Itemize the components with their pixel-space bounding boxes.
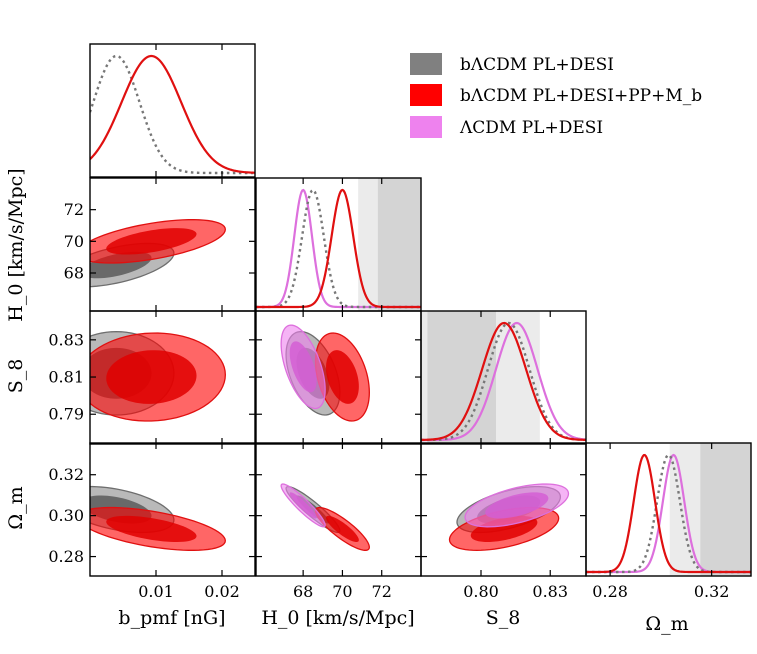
y-tick-label-H0: 68 xyxy=(64,264,84,283)
legend-swatch-lcdm-pl-desi xyxy=(410,116,442,138)
contour-H0-Om-series-1 xyxy=(314,506,370,551)
contour-b-S8-series-1 xyxy=(90,332,226,422)
marginal-Om-series-1 xyxy=(586,453,751,574)
panel-frame-3-1 xyxy=(255,442,422,577)
contour-68-b-H0-series-1 xyxy=(106,228,197,255)
contour-68-H0-S8-series-2 xyxy=(289,341,317,393)
panel-frame-0-0 xyxy=(89,43,256,178)
y-label-om: Ω_m xyxy=(5,486,27,529)
x-tick-label-H0: 68 xyxy=(293,582,313,601)
legend: bΛCDM PL+DESI bΛCDM PL+DESI+PP+M_b ΛCDM … xyxy=(410,53,702,138)
x-label-s8: S_8 xyxy=(486,607,521,629)
y-tick-label-H0: 72 xyxy=(64,200,84,219)
y-tick-label-S8: 0.83 xyxy=(48,330,84,349)
contour-b-Om-series-1 xyxy=(90,506,226,551)
contour-68-H0-Om-series-2 xyxy=(289,492,317,519)
x-label-h0: H_0 [km/s/Mpc] xyxy=(261,607,414,629)
prior-band-h0-light xyxy=(358,178,378,311)
y-tick-label-Om: 0.30 xyxy=(48,506,84,525)
x-tick-label-S8: 0.83 xyxy=(532,582,568,601)
legend-swatch-blcdm-pl-desi xyxy=(410,53,442,75)
contour-b-H0-series-1 xyxy=(90,219,226,264)
prior-band-s8-dark xyxy=(421,311,496,444)
x-tick-label-b: 0.01 xyxy=(138,582,174,601)
contour-68-b-S8-series-1 xyxy=(106,350,197,404)
y-tick-label-Om: 0.32 xyxy=(48,465,84,484)
prior-band-om-dark xyxy=(700,443,751,576)
legend-swatch-blcdm-pl-desi-pp-mb xyxy=(410,84,442,106)
contours xyxy=(90,54,751,574)
marginal-b-series-0 xyxy=(90,54,255,175)
panel-frame-3-0 xyxy=(89,442,256,577)
y-tick-label-Om: 0.28 xyxy=(48,547,84,566)
marginal-H0-series-1 xyxy=(256,188,421,309)
y-label-s8: S_8 xyxy=(5,359,27,394)
x-tick-label-S8: 0.80 xyxy=(463,582,499,601)
prior-band-h0-dark xyxy=(377,178,421,311)
contour-68-H0-S8-series-1 xyxy=(326,350,359,404)
prior-band-s8-edge xyxy=(421,311,428,444)
legend-label-blcdm-pl-desi-pp-mb: bΛCDM PL+DESI+PP+M_b xyxy=(460,86,702,106)
x-label-om: Ω_m xyxy=(645,613,688,635)
legend-label-lcdm-pl-desi: ΛCDM PL+DESI xyxy=(459,118,603,138)
contour-S8-Om-series-2 xyxy=(464,483,570,528)
legend-label-blcdm-pl-desi: bΛCDM PL+DESI xyxy=(460,55,614,75)
x-tick-label-H0: 72 xyxy=(372,582,392,601)
x-label-b: b_pmf [nG] xyxy=(118,607,225,629)
marginal-S8-series-0 xyxy=(421,321,586,442)
y-tick-label-S8: 0.81 xyxy=(48,368,84,387)
y-label-h0: H_0 [km/s/Mpc] xyxy=(5,168,27,321)
x-tick-label-H0: 70 xyxy=(332,582,352,601)
y-tick-label-H0: 70 xyxy=(64,232,84,251)
contour-68-H0-Om-series-1 xyxy=(326,515,359,542)
marginal-S8-series-2 xyxy=(421,321,586,442)
contour-H0-Om-series-2 xyxy=(280,483,326,528)
contour-68-S8-Om-series-2 xyxy=(485,492,549,519)
prior-band-s8-light xyxy=(496,311,540,444)
marginal-S8-series-1 xyxy=(421,321,586,442)
x-tick-label-Om: 0.32 xyxy=(694,582,730,601)
x-tick-label-b: 0.02 xyxy=(204,582,240,601)
contour-H0-S8-series-2 xyxy=(280,324,326,410)
marginal-b-series-1 xyxy=(90,54,255,174)
ticks: 68 70 72 0.79 0.81 0.83 0.01 0.02 0.28 0.30 0.32 68… xyxy=(48,44,729,601)
contour-68-b-Om-series-1 xyxy=(106,515,197,542)
panel-frame-3-3 xyxy=(585,442,752,577)
x-tick-label-Om: 0.28 xyxy=(592,582,628,601)
y-tick-label-S8: 0.79 xyxy=(48,405,84,424)
